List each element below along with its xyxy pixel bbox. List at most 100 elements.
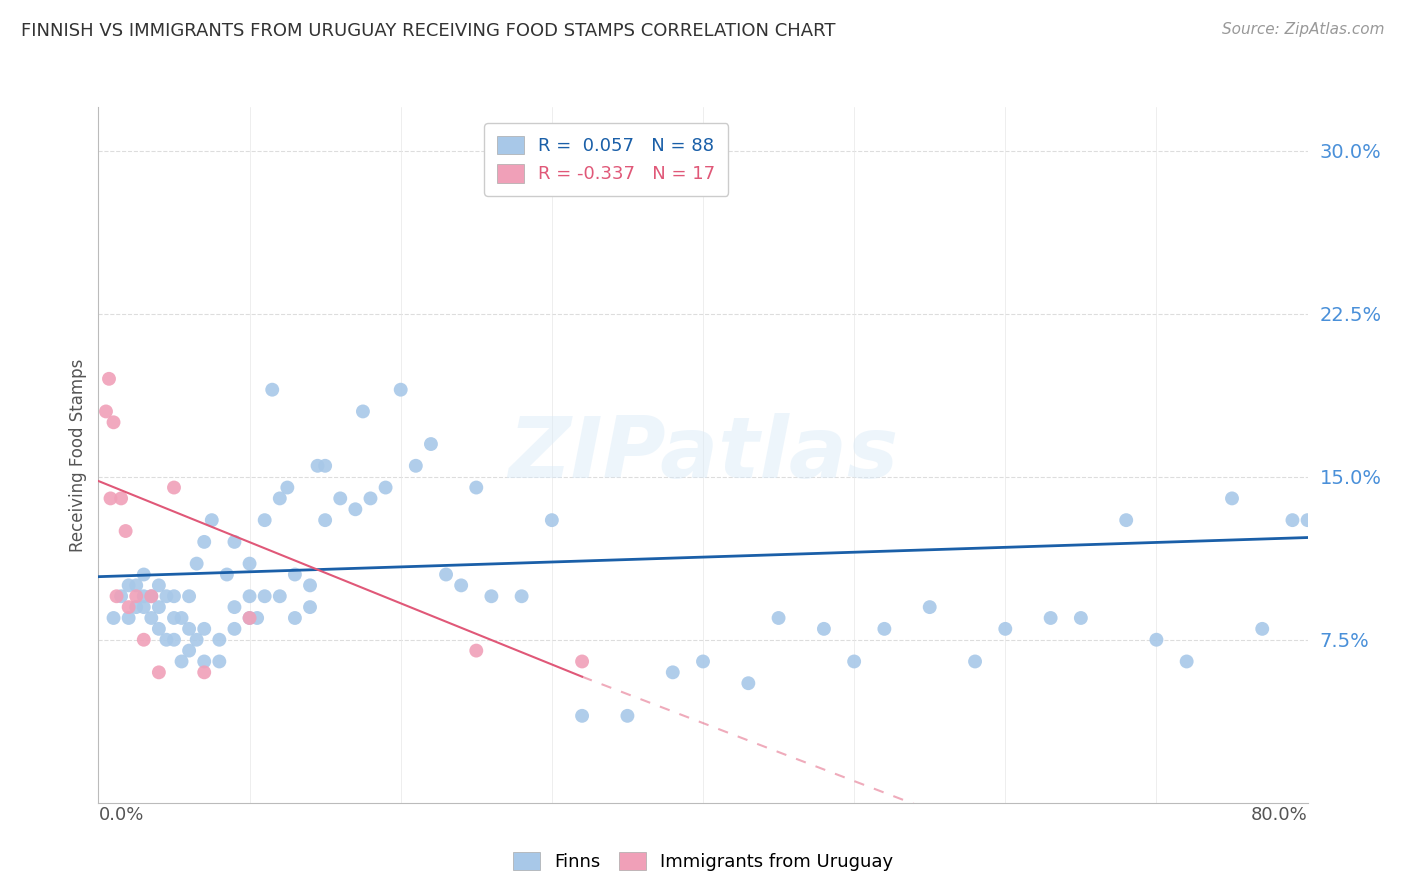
Point: [148, 665, 170, 680]
Point: [284, 611, 307, 625]
Point: [179, 622, 201, 636]
Point: [163, 632, 186, 647]
Point: [253, 513, 276, 527]
Point: [224, 535, 246, 549]
Point: [110, 491, 132, 506]
Point: [155, 632, 177, 647]
Text: 0.0%: 0.0%: [98, 806, 143, 824]
Point: [125, 600, 148, 615]
Point: [284, 567, 307, 582]
Point: [420, 437, 443, 451]
Point: [314, 458, 336, 473]
Point: [1144, 632, 1167, 647]
Point: [450, 578, 472, 592]
Point: [132, 589, 155, 603]
Point: [269, 491, 291, 506]
Point: [208, 632, 231, 647]
Point: [163, 611, 186, 625]
Point: [434, 567, 457, 582]
Point: [125, 589, 148, 603]
Point: [465, 481, 488, 495]
Point: [118, 600, 141, 615]
Point: [307, 458, 329, 473]
Point: [616, 708, 638, 723]
Point: [132, 632, 155, 647]
Point: [1281, 513, 1303, 527]
Point: [239, 611, 262, 625]
Point: [262, 383, 284, 397]
Point: [662, 665, 685, 680]
Point: [481, 589, 503, 603]
Point: [163, 481, 186, 495]
Point: [1175, 655, 1198, 669]
Point: [215, 567, 238, 582]
Point: [148, 622, 170, 636]
Point: [193, 622, 215, 636]
Point: [1039, 611, 1062, 625]
Point: [148, 600, 170, 615]
Point: [314, 513, 336, 527]
Point: [571, 708, 593, 723]
Point: [1296, 513, 1319, 527]
Point: [103, 611, 125, 625]
Point: [873, 622, 896, 636]
Point: [1070, 611, 1092, 625]
Point: [94, 404, 117, 418]
Point: [768, 611, 790, 625]
Point: [994, 622, 1017, 636]
Point: [540, 513, 562, 527]
Point: [239, 611, 262, 625]
Point: [141, 589, 163, 603]
Point: [132, 567, 155, 582]
Point: [114, 524, 136, 538]
Point: [105, 589, 128, 603]
Point: [510, 589, 533, 603]
Point: [193, 535, 215, 549]
Point: [224, 622, 246, 636]
Point: [239, 589, 262, 603]
Point: [844, 655, 866, 669]
Point: [201, 513, 224, 527]
Point: [170, 611, 193, 625]
Point: [299, 578, 322, 592]
Point: [208, 655, 231, 669]
Point: [1115, 513, 1137, 527]
Point: [344, 502, 367, 516]
Point: [170, 655, 193, 669]
Point: [918, 600, 941, 615]
Point: [118, 611, 141, 625]
Point: [389, 383, 412, 397]
Point: [692, 655, 714, 669]
Y-axis label: Receiving Food Stamps: Receiving Food Stamps: [69, 359, 87, 551]
Legend: Finns, Immigrants from Uruguay: Finns, Immigrants from Uruguay: [506, 845, 900, 879]
Legend: R =  0.057   N = 88, R = -0.337   N = 17: R = 0.057 N = 88, R = -0.337 N = 17: [484, 123, 728, 196]
Point: [118, 578, 141, 592]
Point: [813, 622, 835, 636]
Point: [125, 578, 148, 592]
Text: 80.0%: 80.0%: [1251, 806, 1308, 824]
Point: [141, 611, 163, 625]
Text: FINNISH VS IMMIGRANTS FROM URUGUAY RECEIVING FOOD STAMPS CORRELATION CHART: FINNISH VS IMMIGRANTS FROM URUGUAY RECEI…: [21, 22, 835, 40]
Point: [1220, 491, 1243, 506]
Point: [132, 600, 155, 615]
Point: [141, 589, 163, 603]
Point: [179, 589, 201, 603]
Point: [329, 491, 352, 506]
Point: [224, 600, 246, 615]
Point: [179, 643, 201, 657]
Point: [965, 655, 987, 669]
Point: [253, 589, 276, 603]
Point: [110, 589, 132, 603]
Point: [1251, 622, 1274, 636]
Point: [299, 600, 322, 615]
Point: [360, 491, 382, 506]
Point: [193, 655, 215, 669]
Point: [405, 458, 427, 473]
Point: [269, 589, 291, 603]
Point: [100, 491, 122, 506]
Point: [571, 655, 593, 669]
Point: [193, 665, 215, 680]
Point: [186, 557, 208, 571]
Point: [737, 676, 759, 690]
Point: [155, 589, 177, 603]
